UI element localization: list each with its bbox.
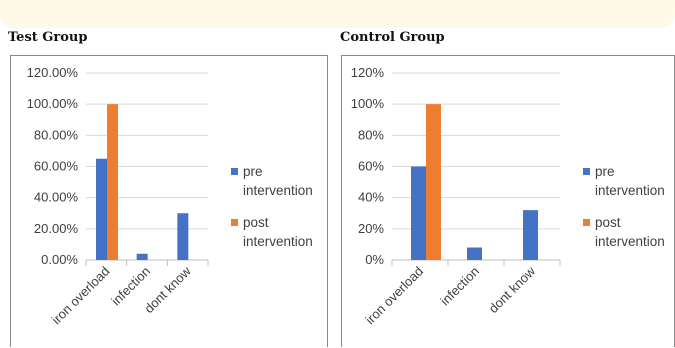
test-y-tick-label: 60.00% xyxy=(34,159,79,174)
control-bar-pre xyxy=(467,247,482,260)
test-y-tick-label: 80.00% xyxy=(34,127,79,142)
test-group-title: Test Group xyxy=(8,30,88,45)
test-bar-pre xyxy=(136,253,148,260)
test-group-chart-svg: 0.00% 20.00% 40.00% 60.00% 80.00% 100.00% 120.… xyxy=(27,65,313,328)
control-y-tick-label: 80% xyxy=(358,127,384,142)
control-y-tick-label: 20% xyxy=(358,221,384,236)
control-legend-label: pre xyxy=(595,164,615,179)
header-band xyxy=(0,0,675,28)
control-legend-label: intervention xyxy=(595,234,665,249)
test-legend-label: pre xyxy=(243,164,263,179)
test-legend-label: post xyxy=(243,215,269,230)
control-bar-pre xyxy=(411,166,426,260)
control-group-chart-svg: 0% 20% 40% 60% 80% 100% 120% iron overload infec… xyxy=(351,65,665,328)
test-group-chart: 0.00% 20.00% 40.00% 60.00% 80.00% 100.00% 120.… xyxy=(10,55,328,347)
control-legend-label: post xyxy=(595,215,621,230)
control-y-tick-label: 100% xyxy=(351,96,385,111)
test-legend-swatch-post xyxy=(231,219,238,226)
test-category-label: iron overload xyxy=(49,264,113,328)
control-category-label: iron overload xyxy=(362,264,426,328)
control-category-label: infection xyxy=(437,264,482,309)
control-y-tick-label: 120% xyxy=(351,65,385,80)
test-y-tick-label: 100.00% xyxy=(27,96,79,111)
control-group-chart: 0% 20% 40% 60% 80% 100% 120% iron overload infec… xyxy=(341,55,675,347)
control-legend-swatch-pre xyxy=(583,168,590,175)
control-legend-swatch-post xyxy=(583,219,590,226)
control-y-tick-label: 0% xyxy=(365,252,384,267)
test-bar-post xyxy=(107,104,118,260)
test-y-tick-label: 120.00% xyxy=(27,65,79,80)
test-bar-pre xyxy=(177,213,189,260)
test-y-tick-label: 20.00% xyxy=(34,221,79,236)
control-bar-post xyxy=(426,104,441,260)
control-legend-label: intervention xyxy=(595,183,665,198)
test-bar-pre xyxy=(96,158,107,260)
test-legend-swatch-pre xyxy=(231,168,238,175)
control-y-tick-label: 40% xyxy=(358,190,384,205)
control-bar-pre xyxy=(523,210,538,260)
test-y-tick-label: 40.00% xyxy=(34,190,79,205)
test-y-tick-label: 0.00% xyxy=(41,252,78,267)
control-y-tick-label: 60% xyxy=(358,159,384,174)
control-category-label: dont know xyxy=(486,263,539,316)
test-legend-label: intervention xyxy=(243,183,313,198)
test-legend-label: intervention xyxy=(243,234,313,249)
control-group-title: Control Group xyxy=(340,30,445,45)
